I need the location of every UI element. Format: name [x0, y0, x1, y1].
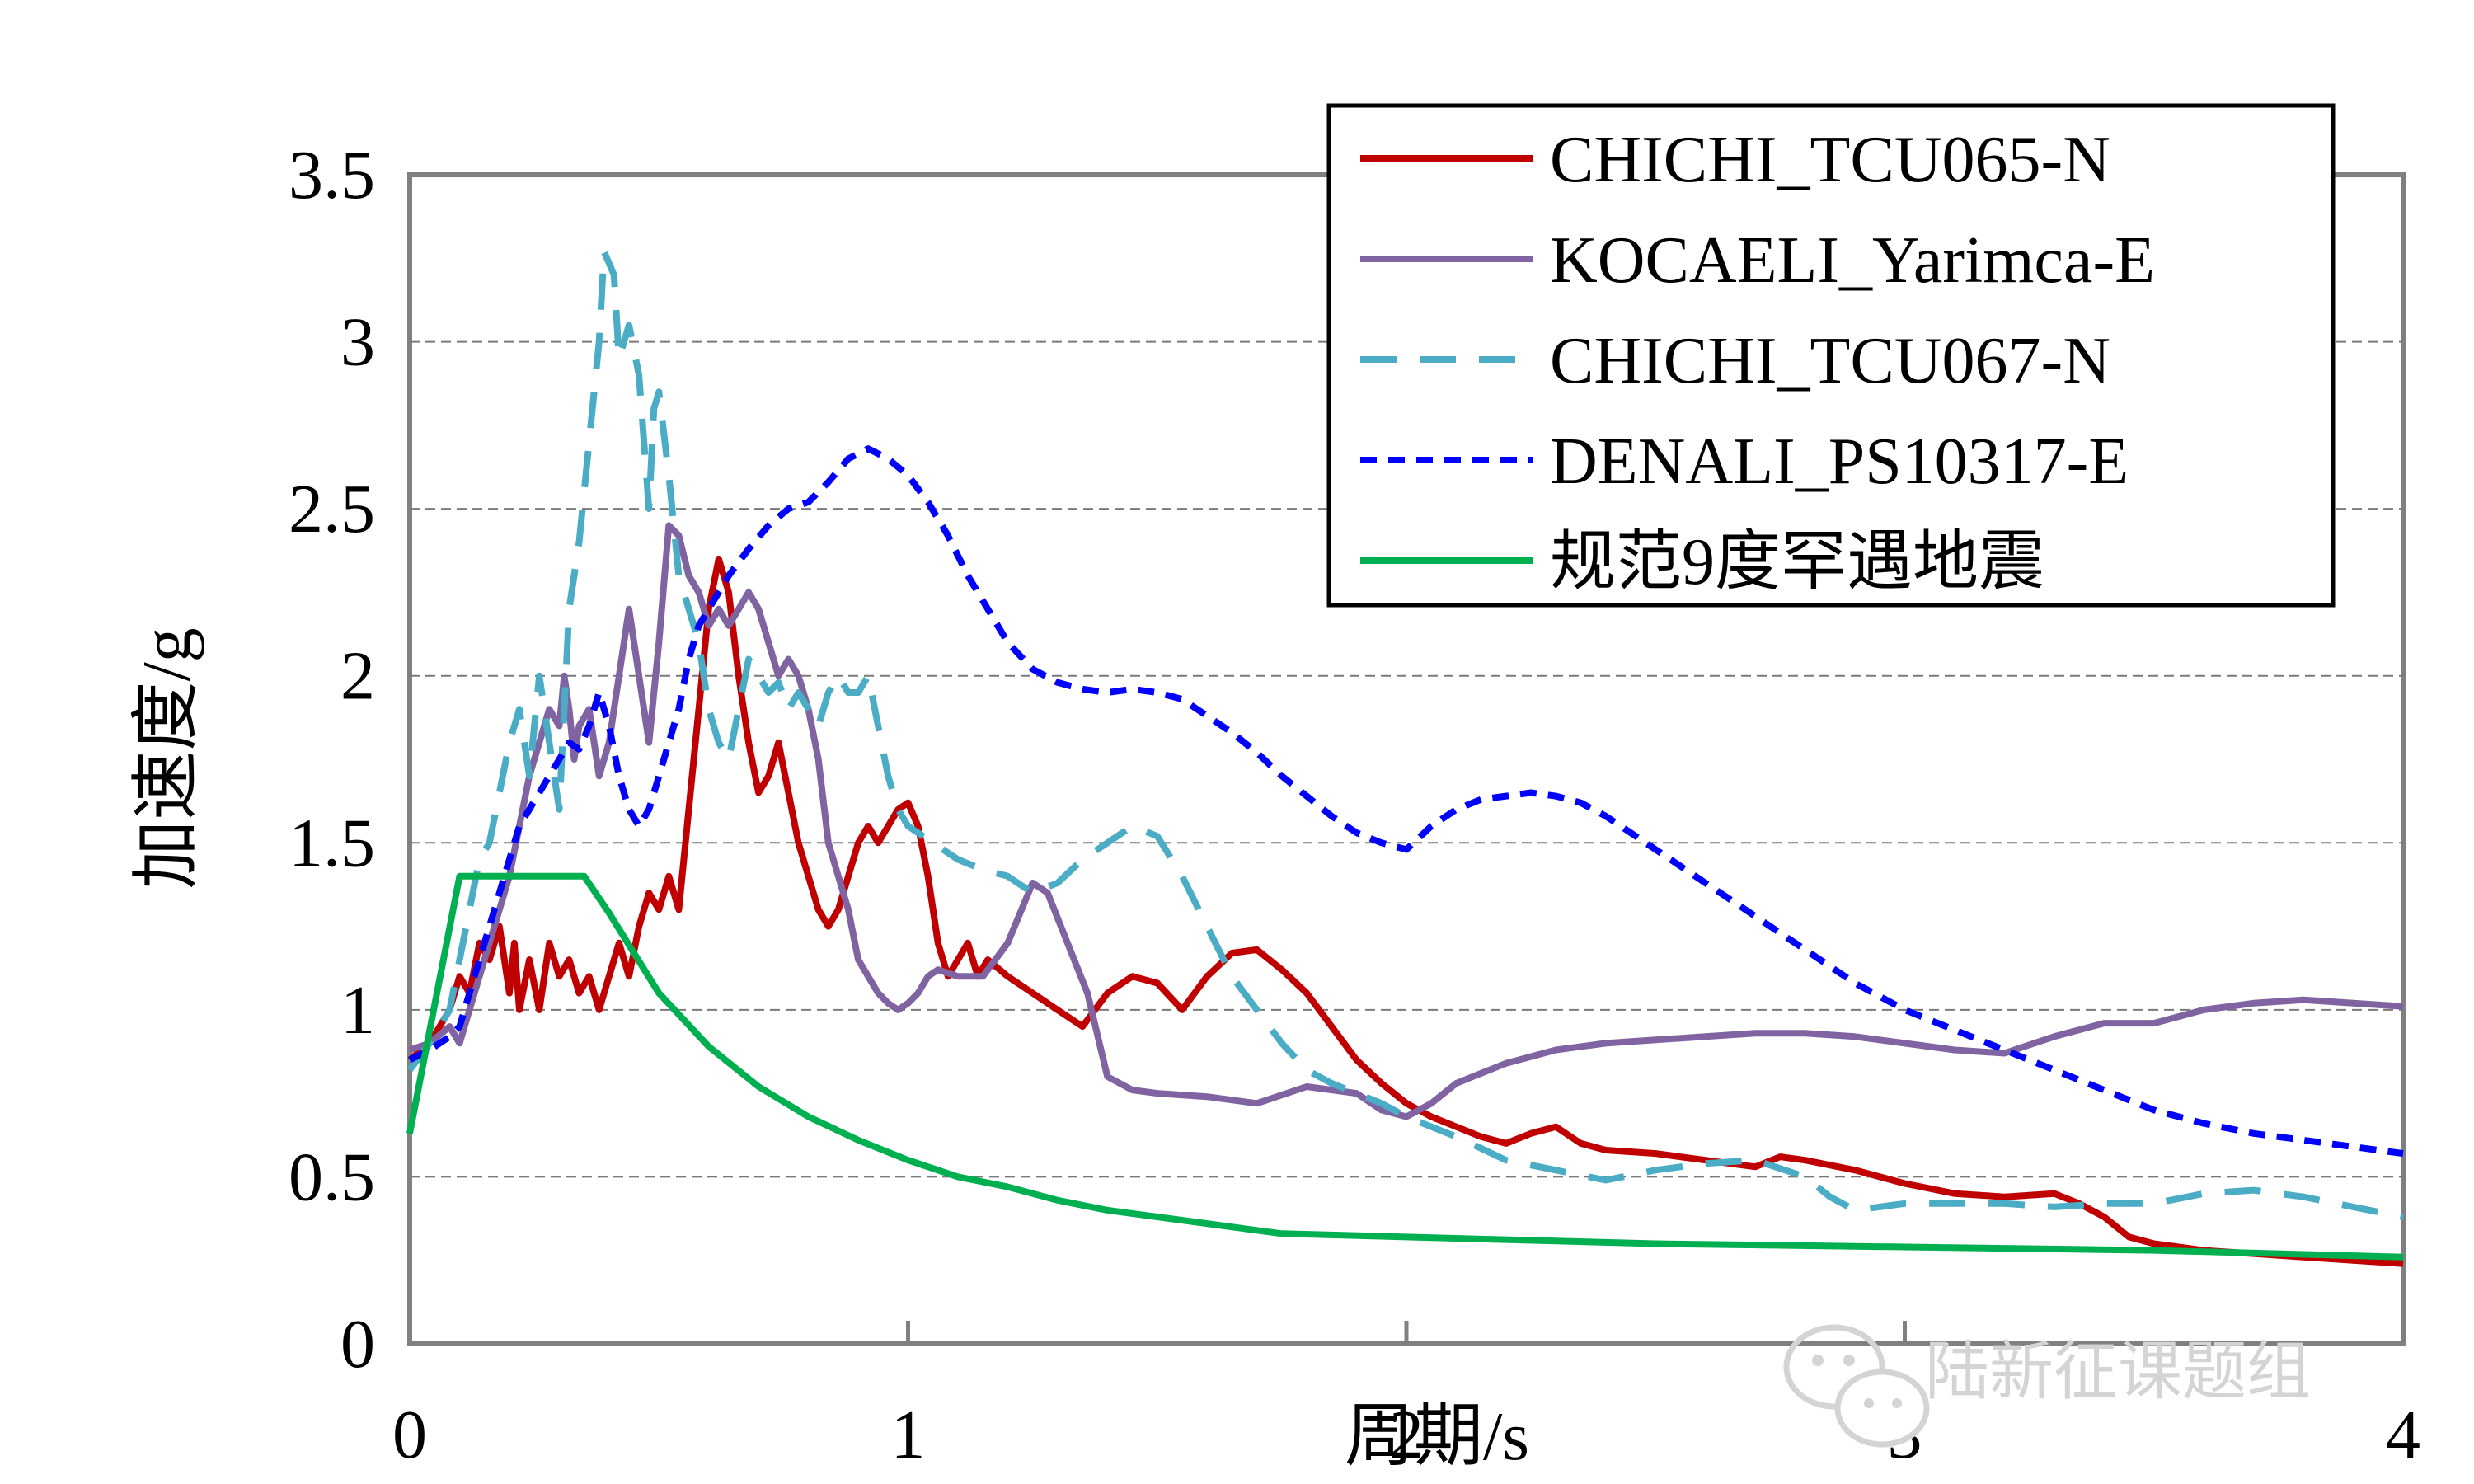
- y-tick-label: 0: [340, 1306, 375, 1383]
- legend-label-2: KOCAELI_Yarimca-E: [1550, 224, 2155, 297]
- x-axis-title: 周期/s: [1345, 1398, 1529, 1475]
- series-line-3: [406, 248, 2404, 1220]
- y-tick-label: 2: [340, 638, 375, 715]
- watermark-text: 陆新征课题组: [1925, 1335, 2311, 1409]
- x-tick-label: 1: [891, 1397, 926, 1473]
- x-tick-label: 0: [392, 1397, 427, 1473]
- watermark: 陆新征课题组: [1783, 1324, 2311, 1448]
- y-tick-label: 1.5: [289, 805, 375, 881]
- x-tick-label: 4: [2386, 1397, 2420, 1473]
- series-line-5: [406, 872, 2404, 1261]
- legend-label-5: 规范9度罕遇地震: [1550, 526, 2044, 599]
- y-axis-title: 加速度/g: [129, 627, 205, 889]
- y-tick-label: 2.5: [289, 471, 375, 547]
- y-axis-ticks: 0 0.5 1 1.5 2 2.5 3 3.5: [289, 137, 375, 1383]
- series-layer: [406, 248, 2404, 1267]
- series-line-4: [408, 445, 2404, 1158]
- wechat-icon: [1783, 1324, 1930, 1448]
- y-tick-label: 3: [340, 304, 375, 381]
- legend-box: [1326, 103, 2336, 608]
- y-tick-label: 1: [340, 972, 375, 1049]
- legend: CHICHI_TCU065-N KOCAELI_Yarimca-E CHICHI_T…: [1326, 103, 2336, 608]
- y-tick-label: 0.5: [289, 1139, 375, 1215]
- legend-label-1: CHICHI_TCU065-N: [1550, 124, 2110, 196]
- y-tick-label: 3.5: [289, 137, 375, 214]
- series-line-2: [408, 522, 2404, 1120]
- legend-label-3: CHICHI_TCU067-N: [1550, 325, 2110, 397]
- x-tick-label: 2: [1389, 1397, 1424, 1473]
- legend-label-4: DENALI_PS10317-E: [1550, 425, 2129, 498]
